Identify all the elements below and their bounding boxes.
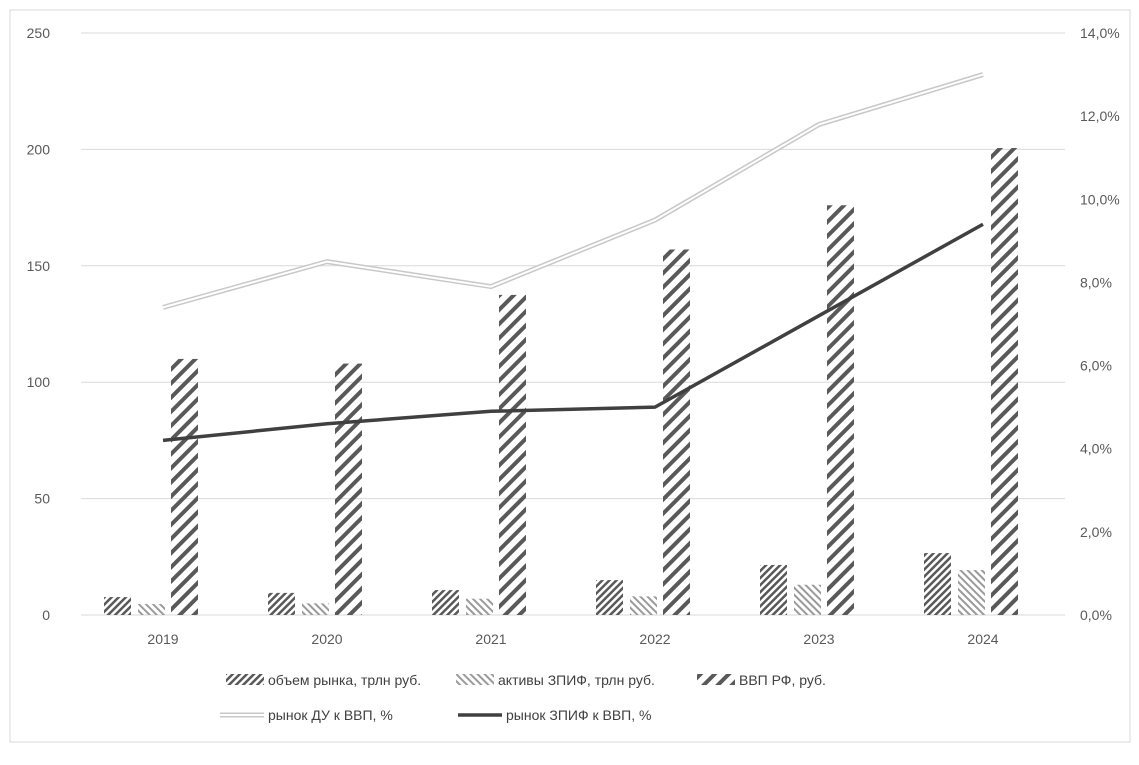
bar-3 xyxy=(991,148,1018,615)
legend-swatch xyxy=(226,674,264,685)
bar-1 xyxy=(104,597,131,615)
legend-swatch xyxy=(697,674,735,685)
bar-2 xyxy=(630,596,657,615)
bar-3 xyxy=(499,294,526,615)
x-axis-tick: 2024 xyxy=(967,631,998,647)
bar-1 xyxy=(596,580,623,615)
left-axis-tick: 50 xyxy=(34,491,50,507)
left-axis-tick: 200 xyxy=(27,141,51,157)
bar-2 xyxy=(794,584,821,615)
right-axis-tick: 12,0% xyxy=(1080,108,1120,124)
legend-swatch xyxy=(456,674,494,685)
right-axis-tick: 8,0% xyxy=(1080,274,1112,290)
line-du-inner xyxy=(162,73,984,309)
left-axis-tick: 0 xyxy=(42,607,50,623)
bar-3 xyxy=(827,205,854,615)
bar-1 xyxy=(924,553,951,615)
bar-1 xyxy=(760,564,787,615)
bar-3 xyxy=(663,249,690,615)
bar-2 xyxy=(302,603,329,615)
x-axis-tick: 2019 xyxy=(147,631,178,647)
right-axis-tick: 2,0% xyxy=(1080,524,1112,540)
right-axis-tick: 6,0% xyxy=(1080,358,1112,374)
bar-2 xyxy=(958,570,985,615)
legend-label: рынок ЗПИФ к ВВП, % xyxy=(506,707,651,723)
right-axis-tick: 14,0% xyxy=(1080,25,1120,41)
bar-2 xyxy=(466,598,493,615)
legend-label: активы ЗПИФ, трлн руб. xyxy=(498,672,655,688)
x-axis-tick: 2021 xyxy=(475,631,506,647)
legend-label: объем рынка, трлн руб. xyxy=(268,672,421,688)
left-axis-tick: 100 xyxy=(27,374,51,390)
right-axis-tick: 10,0% xyxy=(1080,191,1120,207)
legend-label: ВВП РФ, руб. xyxy=(739,672,826,688)
x-axis-tick: 2020 xyxy=(311,631,342,647)
line-zpif xyxy=(162,222,984,443)
bar-1 xyxy=(432,590,459,615)
left-axis-tick: 150 xyxy=(27,258,51,274)
right-axis-tick: 4,0% xyxy=(1080,441,1112,457)
x-axis-tick: 2023 xyxy=(803,631,834,647)
legend-label: рынок ДУ к ВВП, % xyxy=(268,707,393,723)
left-axis-tick: 250 xyxy=(27,25,51,41)
bar-3 xyxy=(335,363,362,615)
right-axis-tick: 0,0% xyxy=(1080,607,1112,623)
bar-1 xyxy=(268,592,295,615)
x-axis-tick: 2022 xyxy=(639,631,670,647)
bar-2 xyxy=(138,604,165,615)
bar-3 xyxy=(171,358,198,615)
